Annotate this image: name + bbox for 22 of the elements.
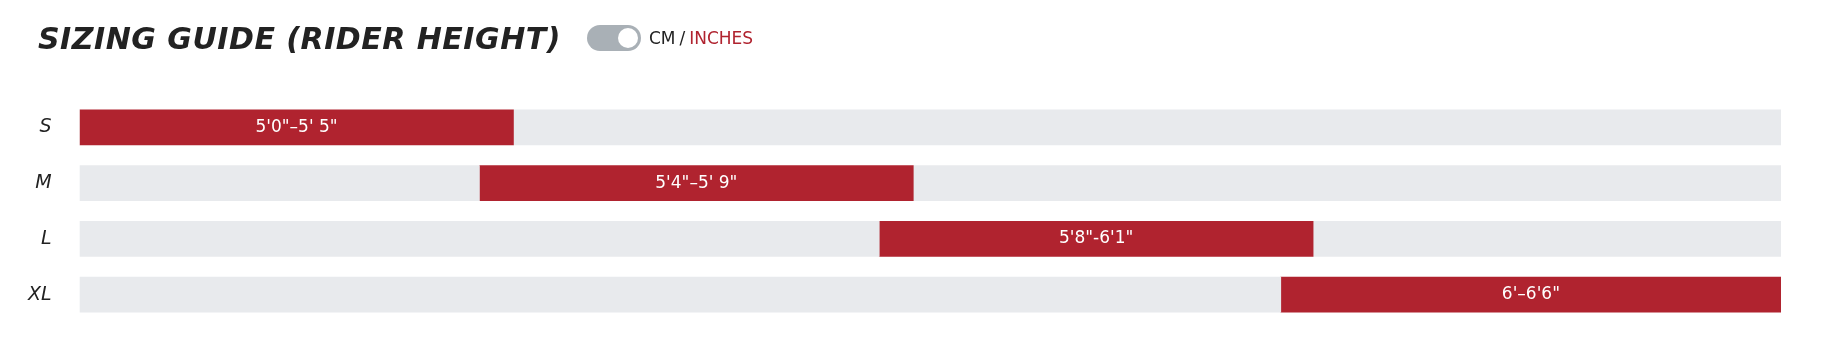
chart-title: SIZING GUIDE (RIDER HEIGHT) [38,20,561,56]
bar [1312,221,1781,257]
bar [513,109,1781,146]
bar [79,165,480,201]
annotation: 6'–6'6" [1501,283,1560,304]
bar [1280,276,1781,313]
y-tick-label: S [39,114,52,137]
annotation: 5'0"–5' 5" [255,115,338,136]
annotation: 5'8"-6'1" [1058,227,1134,248]
text: / [679,28,686,48]
text: INCHES [689,28,754,48]
bar [79,109,514,146]
bar [79,221,880,257]
y-tick-label: XL [26,281,52,304]
y-tick-label: L [41,225,52,248]
text: CM [648,28,676,48]
bar [79,276,1282,313]
y-tick-label: M [35,170,52,193]
annotation: 5'4"–5' 9" [655,171,738,192]
bar [479,165,914,201]
bar [878,221,1314,257]
bar [912,165,1781,201]
